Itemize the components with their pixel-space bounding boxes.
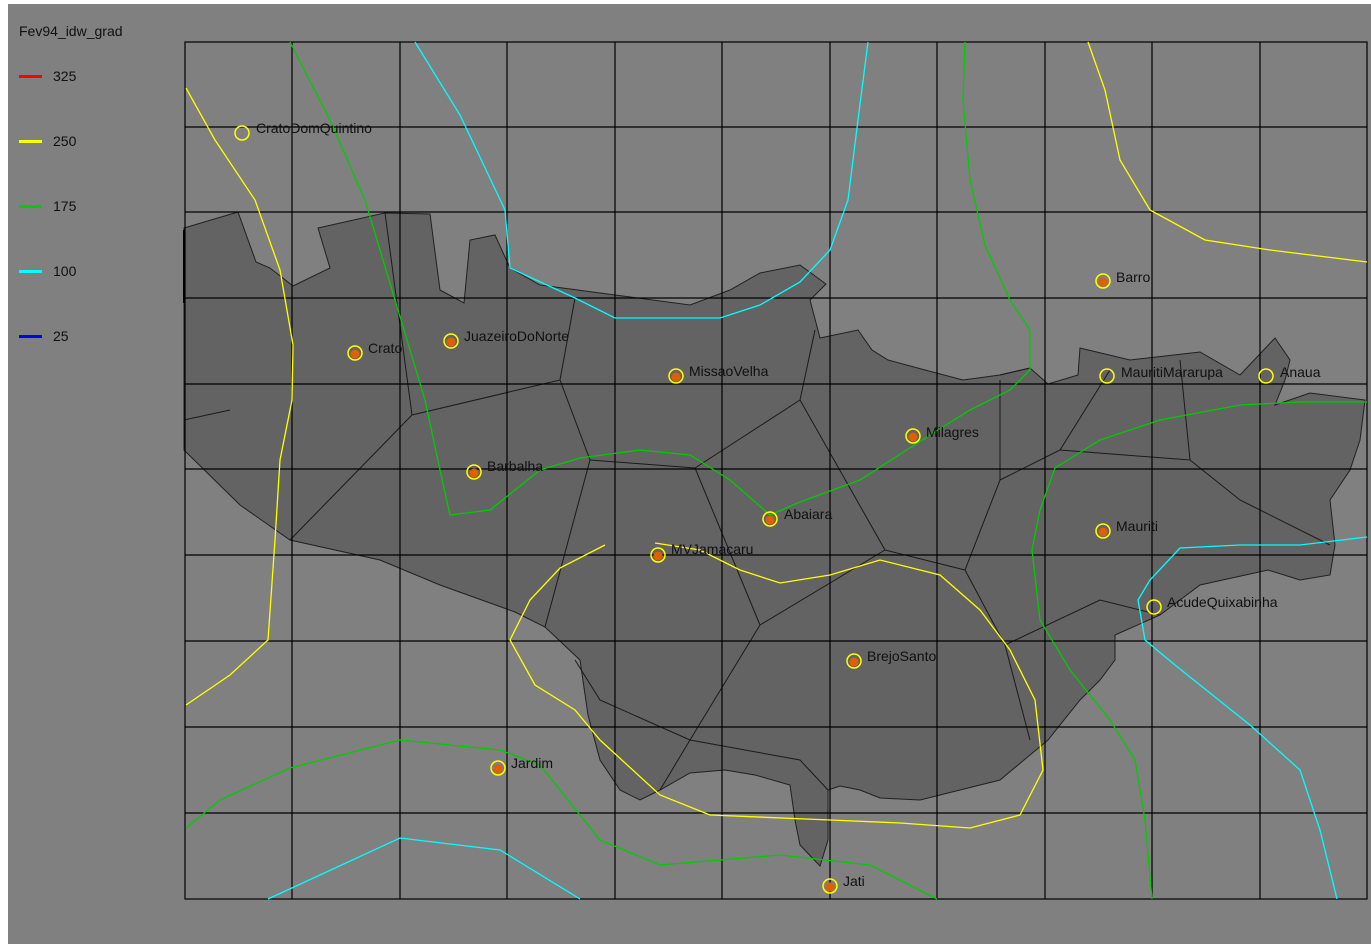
station-barro[interactable]: Barro	[1095, 269, 1150, 289]
station-barbalha[interactable]: Barbalha	[466, 458, 543, 480]
legend-swatch-green	[19, 205, 42, 208]
station-juazeirodonorte[interactable]: JuazeiroDoNorte	[443, 328, 569, 349]
legend-title: Fev94_idw_grad	[19, 23, 123, 39]
station-label: Barro	[1116, 269, 1150, 285]
station-label: BrejoSanto	[867, 648, 936, 664]
station-label: MVJamacaru	[671, 541, 753, 557]
station-crato[interactable]: Crato	[347, 340, 402, 361]
station-label: Milagres	[926, 424, 979, 440]
legend-label: 325	[53, 68, 77, 84]
station-label: CratoDomQuintino	[256, 120, 372, 136]
station-jati[interactable]: Jati	[822, 873, 865, 894]
station-label: Jardim	[511, 755, 553, 771]
station-brejosanto[interactable]: BrejoSanto	[846, 648, 936, 669]
station-milagres[interactable]: Milagres	[905, 424, 979, 444]
contour-250	[185, 41, 1368, 829]
grid-lines	[183, 41, 1368, 900]
station-abaiara[interactable]: Abaiara	[762, 506, 832, 527]
station-label: Abaiara	[784, 506, 832, 522]
station-label: MauritiMararupa	[1121, 364, 1223, 380]
station-label: Jati	[843, 873, 865, 889]
station-cratodomquintino[interactable]: CratoDomQuintino	[234, 120, 372, 141]
legend-swatch-yellow	[19, 140, 42, 143]
legend-label: 100	[53, 263, 77, 279]
station-label: JuazeiroDoNorte	[464, 328, 569, 344]
station-jardim[interactable]: Jardim	[490, 755, 553, 776]
contour-100	[267, 41, 1368, 900]
legend-swatch-blue	[19, 335, 42, 338]
station-label: AcudeQuixabinha	[1167, 594, 1278, 610]
station-label: Anaua	[1280, 364, 1321, 380]
legend-label: 250	[53, 133, 77, 149]
legend-label: 25	[53, 328, 69, 344]
study-region	[183, 211, 1366, 867]
station-acudequixabinha[interactable]: AcudeQuixabinha	[1146, 594, 1278, 615]
legend-swatch-red	[19, 75, 42, 78]
voronoi-boundaries	[183, 212, 1331, 791]
station-label: Barbalha	[487, 458, 543, 474]
station-label: Mauriti	[1116, 518, 1158, 534]
station-label: MissaoVelha	[689, 363, 769, 379]
station-anaua[interactable]: Anaua	[1258, 364, 1321, 384]
station-mvjamacaru[interactable]: MVJamacaru	[650, 541, 753, 563]
legend-label: 175	[53, 198, 77, 214]
station-mauritimararupa[interactable]: MauritiMararupa	[1099, 364, 1223, 384]
station-label: Crato	[368, 340, 402, 356]
stations-layer: CratoDomQuintino Crato JuazeiroDoNorte M…	[234, 120, 1321, 894]
contour-175	[185, 41, 1367, 900]
station-missaovelha[interactable]: MissaoVelha	[668, 363, 769, 384]
station-mauriti[interactable]: Mauriti	[1095, 518, 1158, 539]
legend-swatch-cyan	[19, 270, 42, 273]
